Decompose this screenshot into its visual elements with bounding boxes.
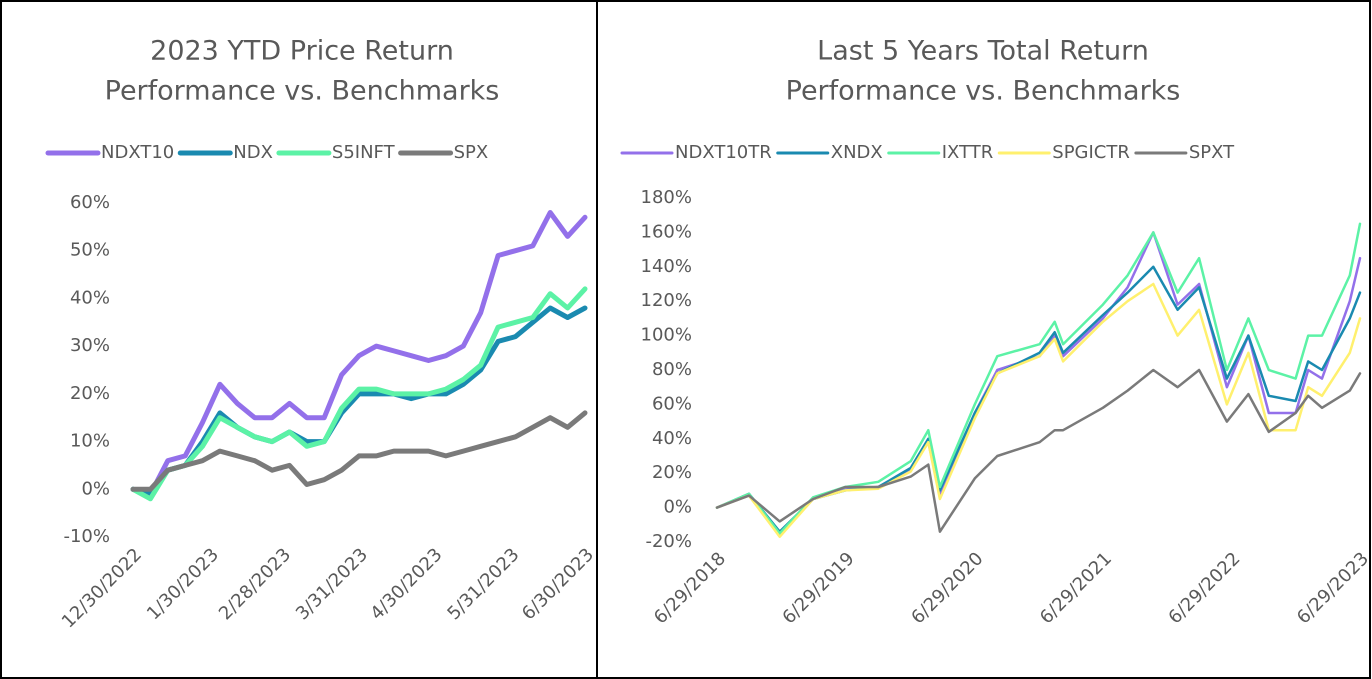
series-line xyxy=(130,286,588,502)
y-tick-label: 10% xyxy=(70,431,110,452)
y-tick-label: 140% xyxy=(641,256,692,277)
chart-title: Performance vs. Benchmarks xyxy=(786,76,1181,107)
legend-label: XNDX xyxy=(831,142,883,163)
y-tick-label: 60% xyxy=(70,192,110,213)
legend-label: IXTTR xyxy=(942,142,994,163)
y-tick-label: 30% xyxy=(70,335,110,356)
series-line xyxy=(715,368,1362,533)
legend-label: SPXT xyxy=(1189,142,1235,163)
y-tick-label: 80% xyxy=(652,359,692,380)
y-tick-label: -20% xyxy=(645,531,692,552)
y-tick-label: 120% xyxy=(641,290,692,311)
y-tick-label: 100% xyxy=(641,325,692,346)
y-tick-label: 0% xyxy=(81,478,110,499)
series-line xyxy=(715,222,1362,535)
legend-label: NDXT10 xyxy=(101,142,174,163)
legend-label: S5INFT xyxy=(332,142,396,163)
series-line xyxy=(130,210,588,497)
legend-label: NDXT10TR xyxy=(675,142,772,163)
series-line xyxy=(130,410,588,492)
y-tick-label: 50% xyxy=(70,240,110,261)
y-tick-label: 160% xyxy=(641,221,692,242)
y-tick-label: 40% xyxy=(70,287,110,308)
y-tick-label: 60% xyxy=(652,393,692,414)
y-tick-label: 40% xyxy=(652,428,692,449)
legend-label: SPGICTR xyxy=(1052,142,1130,163)
y-tick-label: 180% xyxy=(641,187,692,208)
legend-label: SPX xyxy=(454,142,489,163)
y-tick-label: 0% xyxy=(663,497,692,518)
legend-label: NDX xyxy=(233,142,273,163)
y-tick-label: 20% xyxy=(652,462,692,483)
y-tick-label: -10% xyxy=(63,526,110,547)
series-line xyxy=(715,282,1362,539)
chart-title: 2023 YTD Price Return xyxy=(150,36,454,67)
chart-title: Performance vs. Benchmarks xyxy=(105,76,500,107)
y-tick-label: 20% xyxy=(70,383,110,404)
chart-title: Last 5 Years Total Return xyxy=(817,36,1149,67)
